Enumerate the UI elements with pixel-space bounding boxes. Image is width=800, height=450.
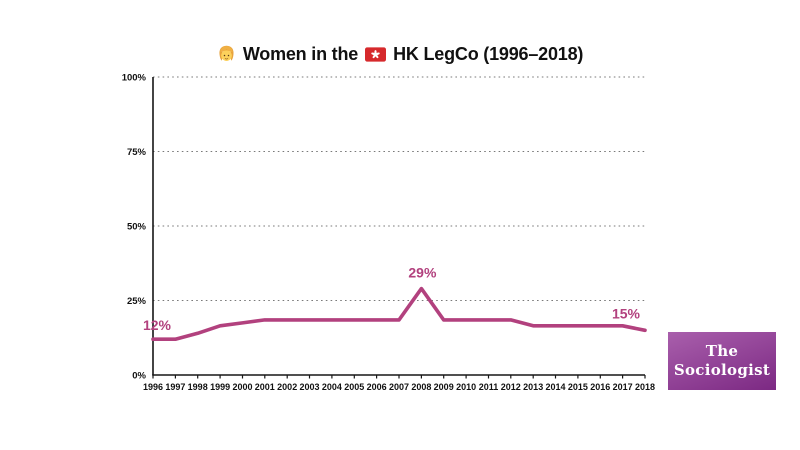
x-tick-label: 2007 [389,382,409,392]
y-tick-label: 75% [127,147,147,158]
y-tick-label: 100% [122,73,147,84]
sociologist-logo: The Sociologist [668,332,776,390]
x-tick-label: 2003 [299,382,319,392]
data-label: 12% [143,317,172,333]
data-line [151,286,647,342]
x-tick-label: 2017 [613,382,633,392]
x-tick-label: 2016 [590,382,610,392]
x-tick-label: 2014 [545,382,565,392]
chart-title-text-2: HK LegCo (1996–2018) [393,43,584,64]
logo-line1: The [705,341,739,360]
data-label: 15% [612,305,641,321]
data-label: 29% [408,265,437,281]
x-tick-label: 2010 [456,382,476,392]
y-tick-label: 25% [127,296,147,307]
x-tick-label: 2004 [322,382,342,392]
x-tick-label: 1998 [188,382,208,392]
x-tick-label: 2006 [367,382,387,392]
chart-title-text-1: Women in the [242,43,359,64]
x-tick-label: 2000 [232,382,252,392]
x-tick-label: 1997 [165,382,185,392]
hk-flag-icon [365,46,387,62]
logo-line2: Sociologist [673,361,771,379]
chart-title: Women in the HK LegCo (1996–2018) [0,42,800,66]
x-tick-label: 2008 [411,382,431,392]
x-tick-label: 2001 [255,382,275,392]
y-tick-label: 50% [127,222,147,233]
woman-emoji-icon [217,45,236,64]
x-tick-label: 2005 [344,382,364,392]
x-tick-label: 1999 [210,382,230,392]
x-tick-label: 2002 [277,382,297,392]
x-tick-label: 2011 [479,382,499,392]
x-tick-label: 2013 [523,382,543,392]
x-tick-label: 2012 [501,382,521,392]
x-tick-label: 2015 [568,382,588,392]
x-tick-label: 2018 [635,382,655,392]
x-tick-label: 2009 [434,382,454,392]
x-tick-label: 1996 [143,382,163,392]
y-tick-label: 0% [132,371,146,382]
